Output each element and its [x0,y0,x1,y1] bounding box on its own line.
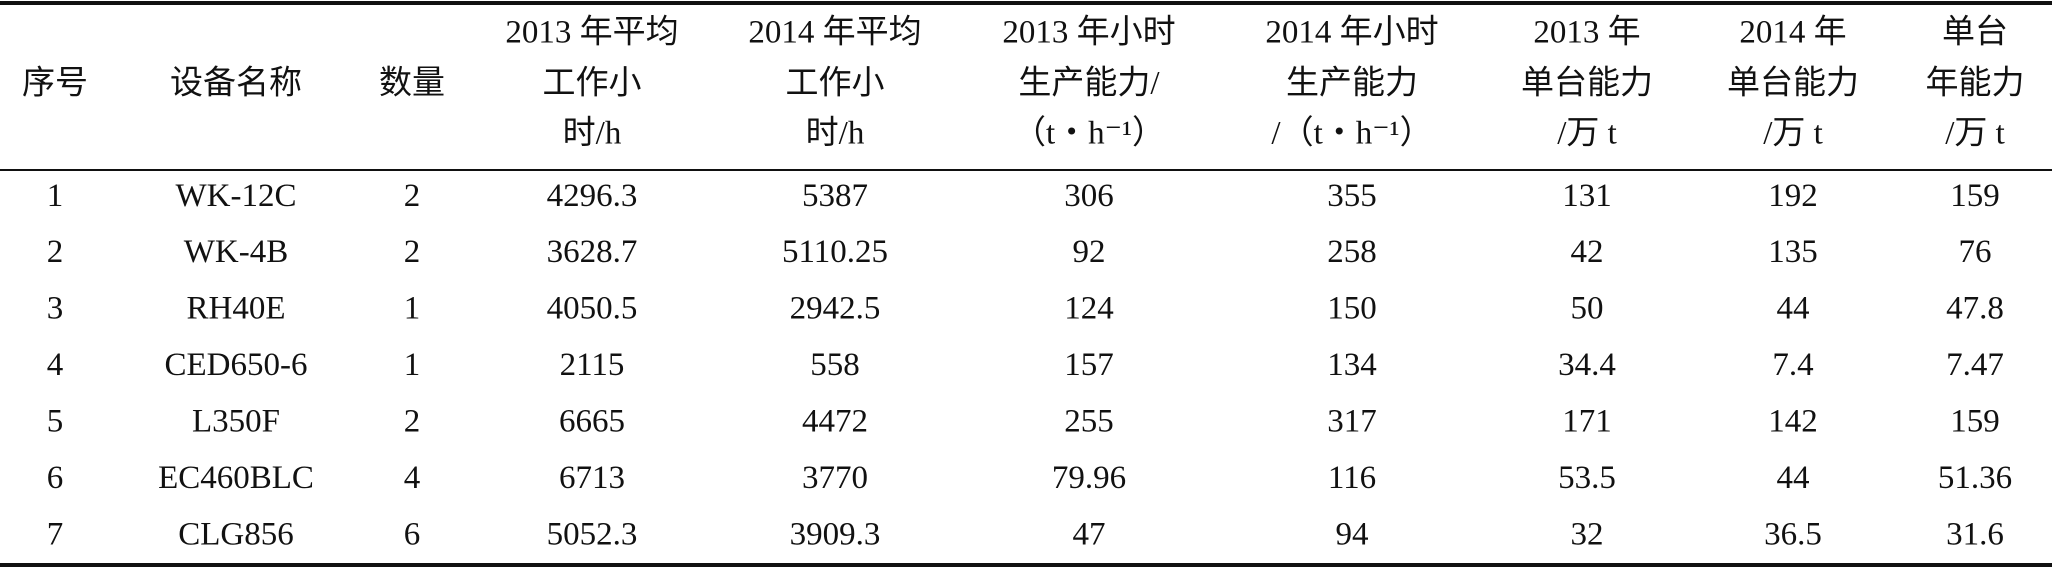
cell-text: 50 [1571,291,1604,327]
cell-text: 142 [1768,404,1818,440]
header-text: /万 t [1945,116,2005,152]
header-text: 数量 [379,65,445,102]
header-text: 2013 年 [1533,14,1640,51]
cell-text: 355 [1327,178,1377,214]
cell-text: 3628.7 [547,234,638,270]
header-text: 年能力 [1926,65,2025,102]
cell-text: 31.6 [1946,516,2004,552]
cell-text: 4 [47,347,64,383]
cell-text: 258 [1327,234,1377,270]
cell-text: L350F [192,404,280,440]
header-text: （t・h⁻¹） [1013,116,1165,152]
header-text: 2014 年小时 [1265,14,1438,51]
header-text: 序号 [22,65,88,102]
header-text: 2014 年平均 [748,14,921,51]
header-text: 设备名称 [170,65,302,102]
cell-text: WK-4B [184,234,288,270]
cell-text: 558 [810,347,860,383]
cell-text: 159 [1950,404,2000,440]
cell-text: 116 [1328,460,1376,496]
cell-text: 53.5 [1558,460,1616,496]
cell-text: 94 [1336,516,1369,552]
cell-text: 171 [1562,404,1612,440]
cell-text: 5387 [802,178,868,214]
cell-text: 134 [1327,347,1377,383]
cell-text: 157 [1064,347,1114,383]
header-text: 时/h [563,116,622,152]
cell-text: 7.47 [1946,347,2004,383]
cell-text: 44 [1777,291,1810,327]
cell-text: 5110.25 [782,234,888,270]
header-text: 2014 年 [1739,14,1846,51]
cell-text: 3909.3 [790,516,881,552]
header-text: 单台 [1942,14,2008,51]
header-text: 工作小 [543,66,642,102]
cell-text: 2942.5 [790,291,881,327]
cell-text: 131 [1562,178,1612,214]
header-text: 时/h [806,116,865,152]
header-text: /万 t [1557,116,1617,152]
cell-text: 5 [47,404,64,440]
cell-text: CED650-6 [165,347,308,383]
cell-text: 4472 [802,404,868,440]
cell-text: 2 [47,234,64,270]
cell-text: 6713 [559,460,625,496]
cell-text: 32 [1571,516,1604,552]
cell-text: 4 [404,460,421,496]
cell-text: 7.4 [1772,347,1813,383]
cell-text: 1 [47,178,64,214]
cell-text: WK-12C [176,178,297,214]
cell-text: 4296.3 [547,178,638,214]
cell-text: 317 [1327,404,1377,440]
cell-text: 36.5 [1764,516,1822,552]
header-text: 单台能力 [1727,65,1859,102]
cell-text: 2 [404,178,421,214]
header-text: 生产能力/ [1018,65,1160,102]
header-text: 生产能力 [1286,65,1418,102]
cell-text: CLG856 [178,516,294,552]
cell-text: 1 [404,347,421,383]
cell-text: 306 [1064,178,1114,214]
cell-text: 3 [47,291,64,327]
cell-text: 2115 [560,347,625,383]
cell-text: 124 [1064,291,1114,327]
cell-text: EC460BLC [158,460,314,496]
cell-text: 6 [47,460,64,496]
cell-text: 4050.5 [547,291,638,327]
cell-text: RH40E [187,291,286,327]
cell-text: 150 [1327,291,1377,327]
cell-text: 2 [404,234,421,270]
header-text: 单台能力 [1521,65,1653,102]
cell-text: 2 [404,404,421,440]
cell-text: 1 [404,291,421,327]
cell-text: 76 [1959,234,1992,270]
cell-text: 34.4 [1558,347,1616,383]
cell-text: 51.36 [1938,460,2012,496]
header-text: /万 t [1763,116,1823,152]
cell-text: 47.8 [1946,291,2004,327]
cell-text: 5052.3 [547,516,638,552]
cell-text: 47 [1073,516,1106,552]
cell-text: 3770 [802,460,868,496]
header-text: 2013 年平均 [505,14,678,51]
cell-text: 159 [1950,178,2000,214]
cell-text: 6665 [559,404,625,440]
header-text: /（t・h⁻¹） [1271,116,1432,152]
cell-text: 6 [404,516,421,552]
cell-text: 255 [1064,404,1114,440]
cell-text: 7 [47,516,64,552]
header-text: 2013 年小时 [1002,14,1175,51]
cell-text: 42 [1571,234,1604,270]
cell-text: 44 [1777,460,1810,496]
cell-text: 135 [1768,234,1818,270]
header-text: 工作小 [786,66,885,102]
cell-text: 79.96 [1052,460,1126,496]
cell-text: 92 [1073,234,1106,270]
cell-text: 192 [1768,178,1818,214]
